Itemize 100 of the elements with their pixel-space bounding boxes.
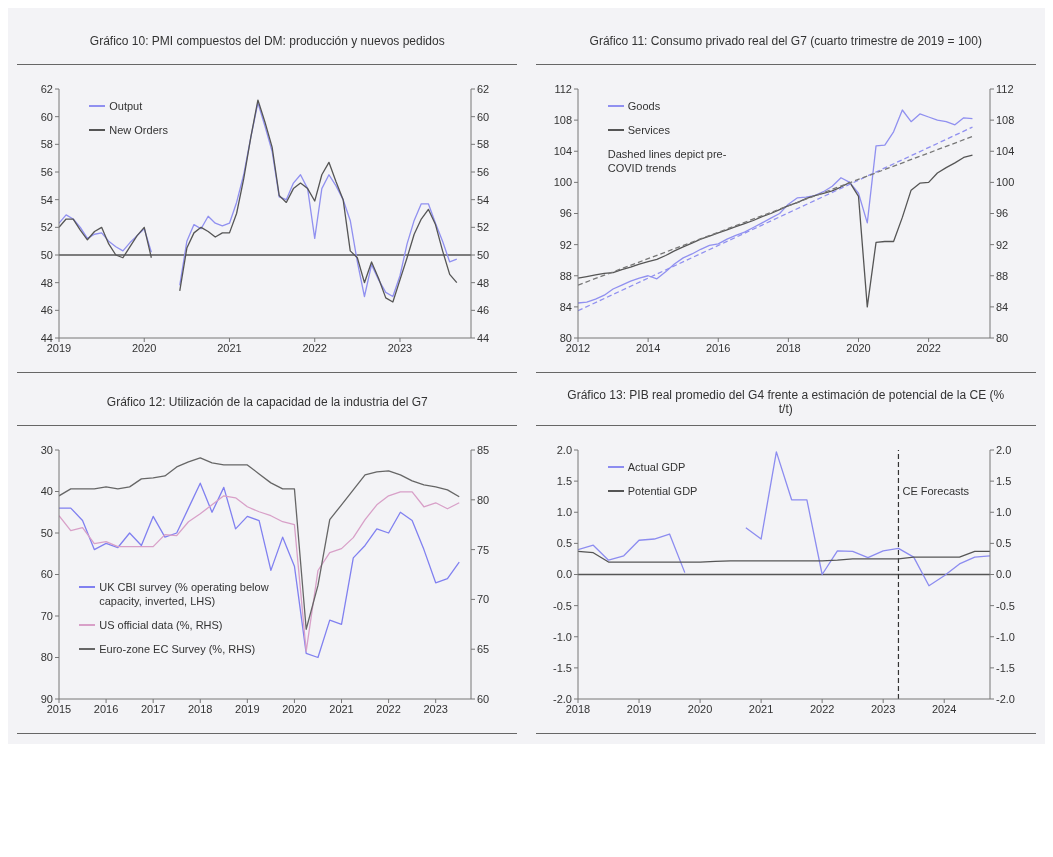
y2-tick-label: 96: [995, 207, 1008, 220]
chart-title: Gráfico 12: Utilización de la capacidad de la industria del G7: [106, 395, 428, 409]
y-tick-label: 100: [553, 176, 572, 189]
legend-label: New Orders: [109, 123, 168, 137]
x-tick-label: 2023: [387, 341, 413, 354]
y-tick-label: 60: [41, 110, 54, 123]
y2-tick-label: 0.5: [995, 537, 1012, 550]
y2-tick-label: 60: [477, 110, 490, 123]
y-tick-label: 62: [41, 82, 54, 95]
y2-tick-label: 88: [995, 269, 1008, 282]
legend-label: Potential GDP: [627, 484, 698, 498]
y2-tick-label: 58: [477, 138, 490, 151]
x-tick-label: 2022: [809, 702, 835, 715]
y2-tick-label: 75: [477, 543, 490, 556]
legend-label: Actual GDP: [627, 460, 686, 474]
y-tick-label: -2.0: [552, 692, 572, 705]
x-tick-label: 2022: [376, 702, 402, 715]
y2-tick-label: 52: [477, 221, 490, 234]
y-tick-label: 30: [41, 443, 54, 456]
y2-tick-label: 0.0: [995, 568, 1012, 581]
chart-title: Gráfico 13: PIB real promedio del G4 frente a estimación de potencial de la CE (% t/t): [566, 388, 1006, 416]
x-tick-label: 2018: [188, 702, 213, 715]
y-tick-label: 80: [559, 331, 572, 344]
y-tick-label: -1.5: [552, 661, 572, 674]
y2-tick-label: 92: [995, 238, 1008, 251]
y2-tick-label: -0.5: [995, 599, 1015, 612]
chart-title: Gráfico 11: Consumo privado real del G7 (cuarto trimestre de 2019 = 100): [589, 34, 982, 48]
y2-tick-label: 1.0: [995, 506, 1012, 519]
x-tick-label: 2021: [329, 702, 355, 715]
y2-tick-label: 65: [477, 643, 490, 656]
y2-tick-label: 84: [995, 300, 1008, 313]
x-tick-label: 2020: [846, 341, 871, 354]
y-tick-label: 1.0: [556, 506, 572, 519]
y-tick-label: 84: [559, 300, 572, 313]
x-tick-label: 2014: [635, 341, 661, 354]
y2-tick-label: 60: [477, 692, 490, 705]
ref-line-label: CE Forecasts: [902, 485, 970, 497]
y2-tick-label: 70: [477, 593, 490, 606]
y-tick-label: 50: [41, 526, 54, 539]
y-tick-label: 0.0: [556, 568, 572, 581]
x-tick-label: 2019: [47, 341, 72, 354]
y-tick-label: 54: [41, 193, 54, 206]
x-tick-label: 2019: [626, 702, 652, 715]
y2-tick-label: 56: [477, 165, 490, 178]
y-tick-label: 1.5: [556, 475, 572, 488]
y-tick-label: 58: [41, 138, 54, 151]
y-tick-label: 90: [41, 692, 54, 705]
y2-tick-label: 50: [477, 248, 490, 261]
x-tick-label: 2021: [217, 341, 242, 354]
y2-tick-label: 2.0: [995, 443, 1012, 456]
line-series: [577, 550, 990, 563]
y2-tick-label: 1.5: [995, 475, 1012, 488]
x-tick-label: 2020: [282, 702, 307, 715]
x-tick-label: 2019: [235, 702, 260, 715]
y-tick-label: 80: [41, 651, 54, 664]
x-tick-label: 2022: [916, 341, 941, 354]
y2-tick-label: -1.0: [995, 630, 1015, 643]
y-tick-label: 92: [559, 238, 572, 251]
y-tick-label: 40: [41, 485, 54, 498]
x-tick-label: 2023: [870, 702, 896, 715]
x-tick-label: 2016: [94, 702, 119, 715]
x-tick-label: 2018: [775, 341, 801, 354]
x-tick-label: 2015: [47, 702, 72, 715]
x-tick-label: 2016: [705, 341, 731, 354]
x-tick-label: 2023: [423, 702, 449, 715]
legend-label: Euro-zone EC Survey (%, RHS): [99, 642, 256, 656]
y2-tick-label: -2.0: [995, 692, 1015, 705]
y2-tick-label: 62: [477, 82, 490, 95]
line-series: [59, 457, 461, 630]
y-tick-label: 46: [41, 304, 54, 317]
y-tick-label: 2.0: [556, 443, 572, 456]
y2-tick-label: 46: [477, 304, 490, 317]
y-tick-label: 104: [553, 145, 572, 158]
y2-tick-label: -1.5: [995, 661, 1015, 674]
y-tick-label: -0.5: [552, 599, 572, 612]
y-tick-label: 88: [559, 269, 572, 282]
y-tick-label: 56: [41, 165, 54, 178]
x-tick-label: 2020: [687, 702, 713, 715]
y-tick-label: -1.0: [552, 630, 572, 643]
y2-tick-label: 100: [995, 176, 1015, 189]
legend-label: Output: [109, 99, 143, 113]
legend-label: UK CBI survey (% operating below capacity, inverted, LHS): [99, 580, 270, 608]
y-tick-label: 108: [553, 114, 572, 127]
y2-tick-label: 112: [995, 82, 1014, 95]
x-tick-label: 2017: [141, 702, 166, 715]
legend-label: US official data (%, RHS): [99, 618, 223, 632]
y-tick-label: 44: [41, 331, 54, 344]
y-tick-label: 70: [41, 609, 54, 622]
y-tick-label: 0.5: [556, 537, 572, 550]
y2-tick-label: 48: [477, 276, 490, 289]
y2-tick-label: 80: [477, 493, 490, 506]
y2-tick-label: 108: [995, 114, 1015, 127]
x-tick-label: 2020: [132, 341, 157, 354]
y2-tick-label: 104: [995, 145, 1015, 158]
y2-tick-label: 85: [477, 443, 490, 456]
x-tick-label: 2012: [565, 341, 590, 354]
legend-label: Goods: [627, 99, 661, 113]
y-tick-label: 52: [41, 221, 54, 234]
x-tick-label: 2024: [931, 702, 957, 715]
chart-title: Gráfico 10: PMI compuestos del DM: producción y nuevos pedidos: [89, 34, 445, 48]
